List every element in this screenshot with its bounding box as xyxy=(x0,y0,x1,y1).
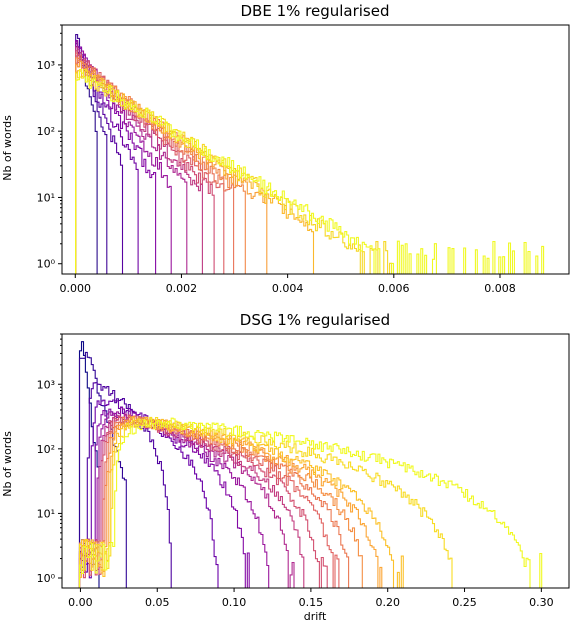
dbe-axes: 0.000 0.002 0.004 0.006 0.008 10⁰ 10¹ 10² 10³ xyxy=(37,24,516,295)
y-tick-label: 10² xyxy=(37,125,55,138)
dsg-panel: DSG 1% regularised Nb of words drift 0.0… xyxy=(1,311,570,622)
x-tick-label: 0.006 xyxy=(378,282,410,295)
y-tick-label: 10² xyxy=(37,443,55,456)
dsg-xlabel: drift xyxy=(304,610,327,622)
histogram-series-7 xyxy=(62,413,569,588)
x-tick-label: 0.05 xyxy=(145,596,170,609)
histogram-series-5 xyxy=(62,407,569,588)
histogram-series-6 xyxy=(62,411,569,588)
x-tick-label: 0.002 xyxy=(166,282,198,295)
histogram-series-9 xyxy=(62,414,569,588)
dbe-series-group xyxy=(62,34,569,274)
dsg-axes: 0.00 0.05 0.10 0.15 0.20 0.25 0.30 10⁰ 10¹ 10² 10³ xyxy=(37,333,554,609)
histogram-series-13 xyxy=(62,416,569,588)
dbe-frame xyxy=(61,24,570,275)
dsg-ylabel: Nb of words xyxy=(1,431,14,497)
x-tick-label: 0.20 xyxy=(375,596,400,609)
dbe-ylabel: Nb of words xyxy=(1,115,14,181)
y-tick-label: 10³ xyxy=(37,378,55,391)
x-tick-label: 0.30 xyxy=(529,596,554,609)
y-tick-label: 10⁰ xyxy=(37,572,56,585)
x-tick-label: 0.004 xyxy=(272,282,304,295)
dbe-title: DBE 1% regularised xyxy=(240,2,389,20)
x-tick-label: 0.00 xyxy=(68,596,93,609)
histogram-series-4 xyxy=(62,399,569,588)
histogram-series-10 xyxy=(62,52,569,274)
x-tick-label: 0.10 xyxy=(222,596,247,609)
histogram-series-2 xyxy=(62,351,569,588)
histogram-series-3 xyxy=(62,382,569,588)
histogram-series-16 xyxy=(62,417,569,588)
y-tick-label: 10⁰ xyxy=(37,258,56,271)
histogram-series-3 xyxy=(62,45,569,274)
y-tick-label: 10¹ xyxy=(37,191,55,204)
histogram-series-14 xyxy=(62,416,569,588)
x-tick-label: 0.008 xyxy=(484,282,516,295)
x-tick-label: 0.25 xyxy=(452,596,477,609)
histogram-series-10 xyxy=(62,415,569,588)
histogram-series-15 xyxy=(62,416,569,588)
y-tick-label: 10¹ xyxy=(37,507,55,520)
dsg-series-group xyxy=(62,341,569,588)
histogram-series-12 xyxy=(62,415,569,588)
dbe-panel: DBE 1% regularised Nb of words 0.000 0.00… xyxy=(1,2,570,295)
histogram-series-16 xyxy=(62,69,569,274)
y-tick-label: 10³ xyxy=(37,59,55,72)
histogram-series-6 xyxy=(62,41,569,274)
x-tick-label: 0.15 xyxy=(299,596,324,609)
histogram-series-4 xyxy=(62,40,569,274)
histogram-series-12 xyxy=(62,57,569,274)
dsg-frame xyxy=(61,333,570,589)
histogram-series-5 xyxy=(62,40,569,274)
histogram-series-11 xyxy=(62,415,569,588)
x-tick-label: 0.000 xyxy=(60,282,92,295)
dsg-title: DSG 1% regularised xyxy=(240,311,390,329)
histogram-series-8 xyxy=(62,416,569,588)
